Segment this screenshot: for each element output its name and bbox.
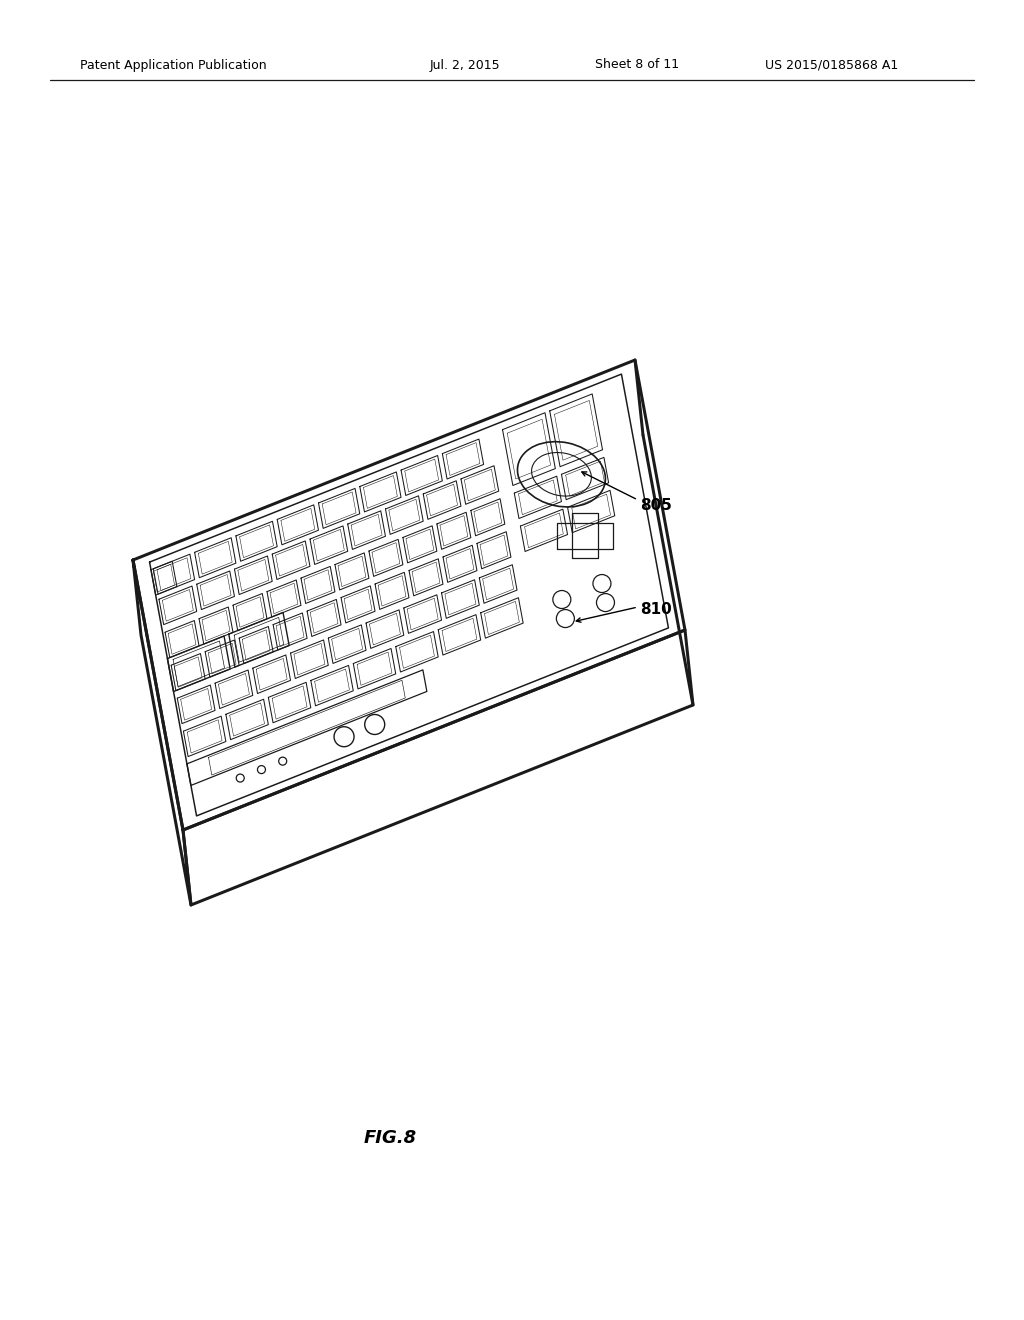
Text: Sheet 8 of 11: Sheet 8 of 11 — [595, 58, 679, 71]
Text: US 2015/0185868 A1: US 2015/0185868 A1 — [765, 58, 898, 71]
Text: 805: 805 — [640, 498, 672, 512]
Text: 810: 810 — [640, 602, 672, 618]
Text: Jul. 2, 2015: Jul. 2, 2015 — [430, 58, 501, 71]
Text: FIG.8: FIG.8 — [364, 1129, 417, 1147]
Text: Patent Application Publication: Patent Application Publication — [80, 58, 266, 71]
